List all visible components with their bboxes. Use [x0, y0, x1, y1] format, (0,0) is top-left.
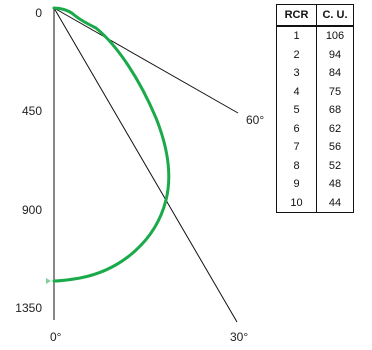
cu-cell: 62 [316, 119, 354, 138]
cu-cell: 48 [316, 175, 354, 194]
y-tick-1350: 1350 [15, 301, 42, 315]
ray-60-degree [53, 7, 239, 114]
header-rcr: RCR [276, 4, 317, 27]
rcr-cell: 6 [276, 119, 317, 138]
ray-30-degree [53, 7, 238, 323]
table-row: 8 52 [276, 156, 354, 175]
table-row: 4 75 [276, 82, 354, 101]
rcr-cell: 4 [276, 82, 317, 101]
curve-end-marker [46, 278, 51, 284]
rcr-cell: 2 [276, 45, 317, 64]
table-row: 9 48 [276, 175, 354, 194]
angle-label-30: 30° [230, 330, 249, 344]
y-tick-450: 450 [21, 104, 42, 118]
cu-cell: 94 [316, 45, 354, 64]
coefficient-of-utilization-table: RCR C. U. 1 106 2 94 3 84 4 75 5 68 6 62 7 56 8 52 9 48 10… [276, 4, 354, 213]
rcr-cell: 10 [276, 193, 317, 213]
cu-cell: 56 [316, 138, 354, 157]
cu-cell: 106 [316, 26, 354, 46]
rcr-cell: 5 [276, 101, 317, 120]
cu-cell: 52 [316, 156, 354, 175]
table-header-row: RCR C. U. [276, 4, 354, 27]
table-row: 2 94 [276, 45, 354, 64]
cu-cell: 84 [316, 64, 354, 83]
cu-cell: 68 [316, 101, 354, 120]
cu-cell: 75 [316, 82, 354, 101]
y-tick-900: 900 [21, 203, 42, 217]
table-row: 7 56 [276, 138, 354, 157]
rcr-cell: 9 [276, 175, 317, 194]
rcr-cell: 1 [276, 26, 317, 46]
y-tick-0: 0 [35, 6, 42, 20]
rcr-cell: 8 [276, 156, 317, 175]
table-row: 10 44 [276, 193, 354, 213]
rcr-cell: 7 [276, 138, 317, 157]
table-row: 1 106 [276, 26, 354, 46]
table-row: 6 62 [276, 119, 354, 138]
cu-cell: 44 [316, 193, 354, 213]
angle-label-0: 0° [50, 330, 62, 344]
header-cu: C. U. [316, 4, 354, 27]
angle-label-60: 60° [246, 113, 265, 127]
rcr-cell: 3 [276, 64, 317, 83]
table-row: 5 68 [276, 101, 354, 120]
table-row: 3 84 [276, 64, 354, 83]
candela-distribution-curve [52, 6, 171, 283]
